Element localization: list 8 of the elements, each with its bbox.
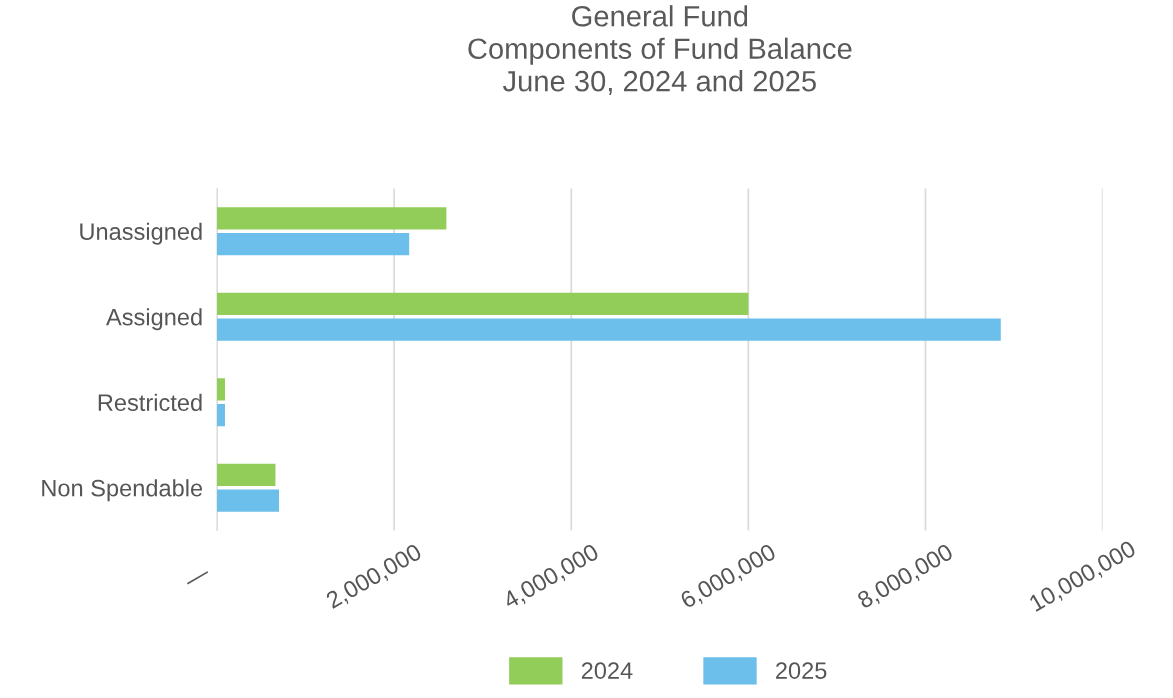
x-tick-label: —	[187, 571, 209, 585]
legend-label: 2024	[581, 662, 633, 679]
legend-label: 2025	[776, 662, 827, 679]
y-tick-label: Restricted	[98, 393, 202, 412]
y-tick-label: Unassigned	[80, 222, 202, 245]
y-tick-label: Assigned	[106, 308, 202, 331]
y-tick-label: Non Spendable	[42, 479, 203, 502]
chart-title: General Fund Components of Fund Balance June 30, 2024 and 2025	[468, 5, 852, 95]
